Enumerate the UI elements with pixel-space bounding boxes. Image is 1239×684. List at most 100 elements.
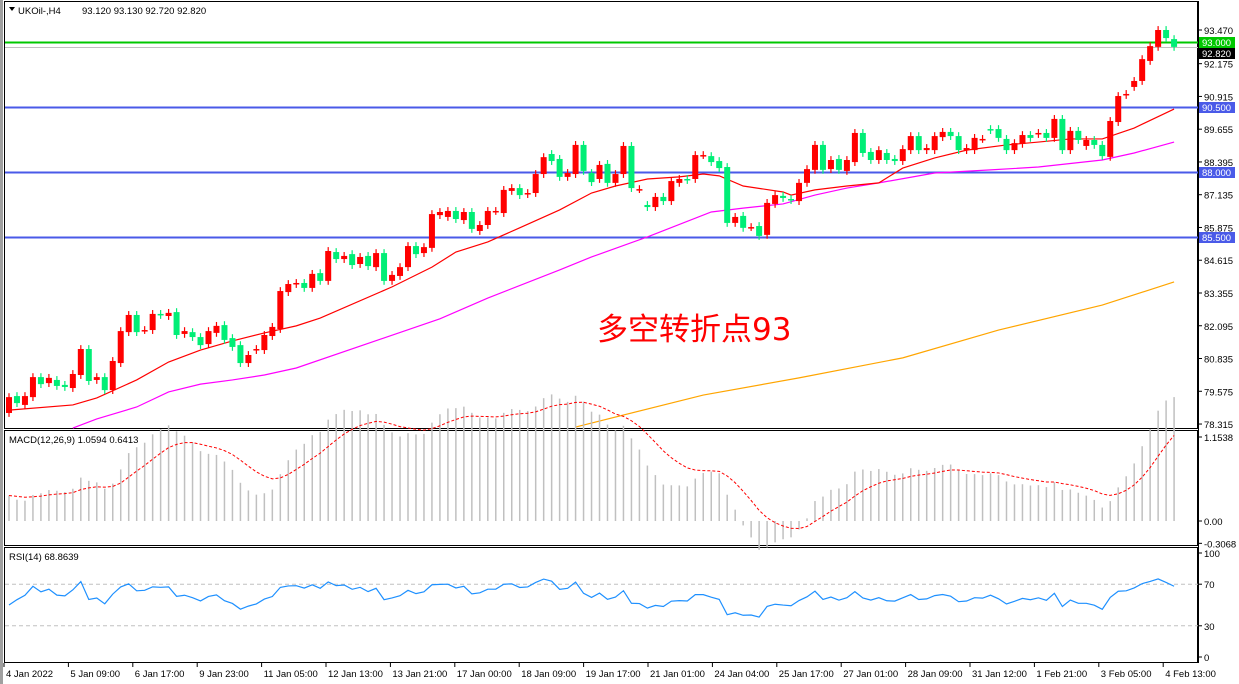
candle — [796, 178, 803, 205]
candle — [604, 160, 611, 187]
candle-body — [436, 212, 443, 216]
candle-body — [668, 181, 675, 202]
candle-body — [373, 253, 380, 268]
candle — [612, 170, 619, 187]
candle — [109, 357, 116, 394]
price-tick-label: 93.470 — [1204, 26, 1233, 37]
candle — [851, 129, 858, 166]
macd-pane[interactable] — [4, 430, 1198, 546]
candle — [181, 327, 188, 338]
candle-body — [540, 157, 547, 175]
ma-mid-line — [72, 141, 1175, 429]
candle — [85, 345, 92, 385]
candle — [61, 381, 68, 391]
candle-body — [189, 332, 196, 338]
candle — [333, 248, 340, 263]
candle-body — [141, 330, 148, 332]
candle — [692, 151, 699, 183]
price-tick-label: 92.175 — [1204, 60, 1233, 71]
candle-body — [484, 210, 491, 225]
candle-body — [492, 210, 499, 213]
candle — [309, 269, 316, 292]
time-tick-label: 19 Jan 17:00 — [586, 669, 641, 680]
candle-body — [724, 167, 731, 223]
candle — [827, 156, 834, 173]
candle — [173, 308, 180, 339]
candle — [389, 271, 396, 285]
candle-body — [149, 313, 156, 331]
candle-body — [995, 129, 1002, 138]
candle — [1027, 131, 1034, 142]
candle-body — [293, 282, 300, 285]
candle — [6, 393, 12, 417]
candle-body — [939, 131, 946, 138]
time-tick-label: 11 Jan 05:00 — [264, 669, 318, 680]
time-tick-label: 21 Jan 01:00 — [650, 669, 705, 680]
candle-body — [101, 377, 108, 391]
candle-body — [652, 196, 659, 208]
candle-body — [915, 136, 922, 151]
rsi-tick-label: 100 — [1204, 549, 1220, 560]
candle-body — [221, 325, 228, 340]
candle — [588, 169, 595, 186]
candle-body — [333, 252, 340, 260]
candle — [947, 128, 954, 140]
candle — [524, 189, 531, 198]
price-level-label: 88.000 — [1202, 168, 1231, 179]
candle-body — [923, 148, 930, 151]
candle — [724, 163, 731, 227]
candle-body — [875, 150, 882, 160]
candle-body — [987, 129, 994, 131]
rsi-pane[interactable] — [4, 547, 1198, 663]
candle-body — [1059, 118, 1066, 151]
candle — [317, 269, 324, 285]
candle-body — [628, 145, 635, 189]
time-tick-label: 1 Feb 21:00 — [1036, 669, 1087, 680]
candle-body — [899, 149, 906, 162]
candle-body — [1123, 93, 1130, 96]
candle — [1019, 131, 1026, 148]
candle-body — [572, 144, 579, 175]
candle-body — [756, 226, 763, 236]
candle — [867, 148, 874, 164]
candle — [540, 153, 547, 178]
candle — [1147, 42, 1154, 65]
candle — [357, 253, 364, 268]
candle-body — [1163, 30, 1170, 39]
price-tick-label: 83.355 — [1204, 289, 1233, 300]
candle-body — [867, 151, 874, 160]
candle-body — [644, 204, 651, 208]
candle-body — [891, 158, 898, 162]
candle-body — [6, 397, 12, 413]
candle-body — [277, 291, 284, 329]
candle — [1011, 139, 1018, 155]
candle-body — [1027, 135, 1034, 138]
price-pane[interactable] — [4, 1, 1198, 429]
candle-body — [516, 188, 523, 196]
candle — [572, 141, 579, 178]
candle-body — [1003, 138, 1010, 151]
time-tick-label: 28 Jan 09:00 — [908, 669, 963, 680]
candle — [229, 334, 236, 351]
time-tick-label: 3 Feb 05:00 — [1101, 669, 1152, 680]
candle-body — [197, 337, 204, 346]
candle-body — [907, 136, 914, 151]
candle — [708, 152, 715, 166]
candle-body — [357, 256, 364, 264]
candle — [907, 132, 914, 155]
candle — [277, 287, 284, 333]
collapse-triangle-icon[interactable] — [9, 7, 15, 11]
candle — [197, 333, 204, 350]
candle-body — [947, 131, 954, 137]
candle-body — [468, 212, 475, 229]
candle — [596, 161, 603, 183]
candle — [93, 373, 100, 384]
candle — [349, 250, 356, 269]
candle — [652, 193, 659, 211]
candle-body — [109, 360, 116, 391]
candle — [923, 144, 930, 155]
price-level-label-bg — [1199, 232, 1235, 243]
candle-body — [827, 160, 834, 170]
candle-body — [1011, 143, 1018, 151]
